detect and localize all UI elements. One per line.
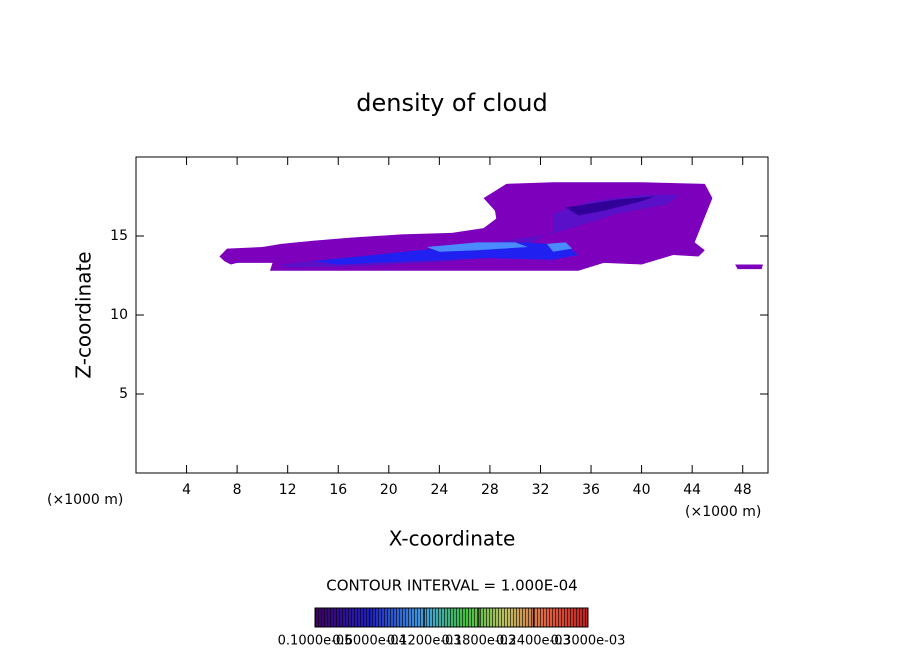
- x-unit-label: (×1000 m): [47, 492, 123, 508]
- y-tick-label: 5: [119, 386, 128, 402]
- contour-region: [546, 242, 573, 252]
- y-tick-label: 15: [110, 228, 128, 244]
- x-tick-label: 4: [182, 482, 191, 498]
- x-tick-label: 32: [532, 482, 550, 498]
- colorbar-label: 0.3000e-03: [551, 634, 626, 649]
- chart-title: density of cloud: [356, 89, 547, 117]
- x-tick-label: 16: [329, 482, 347, 498]
- x-tick-label: 28: [481, 482, 499, 498]
- x-tick-label: 12: [279, 482, 297, 498]
- colorbar-stripes: [315, 608, 588, 627]
- x-tick-label: 20: [380, 482, 398, 498]
- colorbar-label: 0.1800e-03: [441, 634, 516, 649]
- x-tick-label: 40: [633, 482, 651, 498]
- contour-region: [426, 242, 528, 252]
- y-axis-label: Z-coordinate: [72, 251, 96, 378]
- x-tick-label: 8: [233, 482, 242, 498]
- colorbar-label: 0.2400e-03: [496, 634, 571, 649]
- x-tick-label: 48: [734, 482, 752, 498]
- x-tick-label: 36: [582, 482, 600, 498]
- colorbar-label: 0.1000e-05: [278, 634, 353, 649]
- contour-region: [565, 196, 655, 216]
- colorbar-label: 0.6000e-04: [332, 634, 407, 649]
- x-tick-label: 44: [683, 482, 701, 498]
- x-unit-label: (×1000 m): [685, 504, 761, 520]
- contour-interval: CONTOUR INTERVAL = 1.000E-04: [326, 577, 577, 595]
- plot-area: [219, 182, 763, 271]
- x-axis-label: X-coordinate: [389, 527, 516, 551]
- colorbar-label: 0.1200e-03: [387, 634, 462, 649]
- y-tick-label: 10: [110, 307, 128, 323]
- contour-region: [735, 264, 763, 270]
- x-tick-label: 24: [430, 482, 448, 498]
